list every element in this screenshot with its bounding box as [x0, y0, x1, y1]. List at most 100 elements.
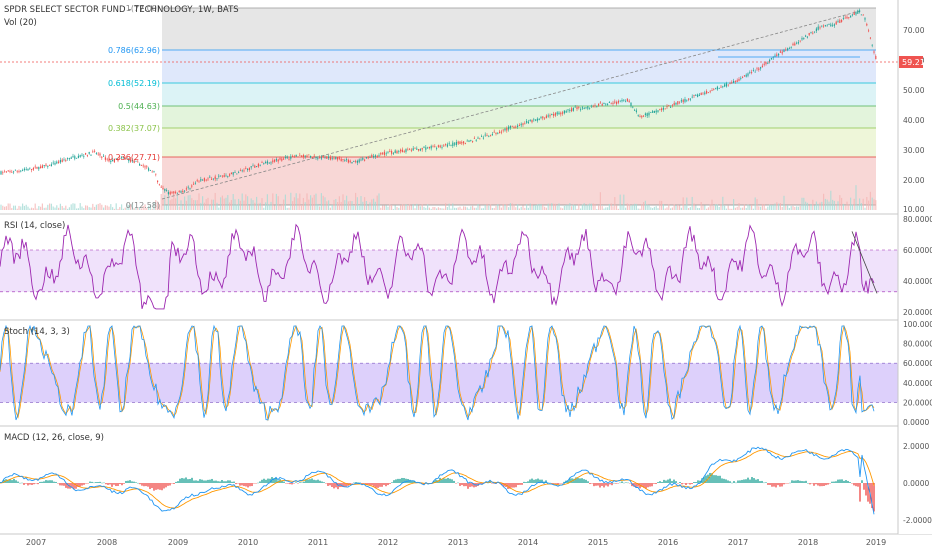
volume-bar — [625, 207, 627, 210]
volume-bar — [191, 198, 193, 210]
macd-hist-bar — [133, 481, 135, 483]
candle-body — [770, 58, 772, 60]
macd-hist-bar — [89, 481, 91, 483]
time-axis[interactable]: 2007 2008 2009 2010 2011 2012 2013 2014 2015 2016… — [26, 538, 886, 547]
volume-bar — [662, 204, 664, 210]
macd-hist-bar — [597, 483, 599, 486]
price-scale[interactable]: 70.0060.0050.0040.0030.0020.0010.0080.00… — [897, 0, 932, 534]
volume-bar — [509, 203, 511, 210]
rsi-pane[interactable]: RSI (14, close) — [0, 221, 898, 310]
candle-body — [74, 156, 76, 159]
candle-body — [297, 156, 299, 158]
volume-bar — [617, 208, 619, 210]
volume-bar — [614, 197, 616, 210]
volume-bar — [513, 204, 515, 210]
time-axis-label: 2009 — [168, 538, 188, 547]
macd-hist-bar — [849, 482, 851, 483]
macd-hist-bar — [445, 478, 447, 483]
candle-body — [868, 30, 870, 32]
volume-bar — [832, 199, 834, 210]
macd-hist-bar — [233, 481, 235, 483]
fib-level-labels: 0.786(62.96) 0.618(52.19) 0.5(44.63) 0.382(… — [108, 4, 160, 210]
candle-body — [380, 152, 382, 155]
candle-body — [234, 172, 236, 173]
volume-bar — [569, 203, 571, 210]
candle-body — [774, 55, 776, 58]
candle-body — [445, 144, 447, 145]
macd-hist-bar — [449, 478, 451, 483]
volume-bar — [266, 194, 268, 210]
macd-hist-bar — [543, 481, 545, 483]
macd-hist-bar — [723, 478, 725, 483]
macd-hist-bar — [785, 483, 787, 484]
candle-body — [85, 153, 87, 155]
volume-bar — [558, 203, 560, 210]
volume-bar — [646, 204, 648, 210]
macd-hist-bar — [813, 483, 815, 486]
candle-body — [164, 188, 166, 191]
candle-body — [148, 168, 150, 171]
candle-body — [576, 107, 578, 110]
macd-hist-bar — [363, 483, 365, 484]
candle-body — [16, 170, 18, 172]
candle-body — [691, 96, 693, 98]
candle-body — [545, 115, 547, 119]
volume-bar — [871, 197, 873, 210]
macd-hist-bar — [131, 481, 133, 483]
price-pane[interactable]: 0.786(62.96) 0.618(52.19) 0.5(44.63) 0.382(… — [0, 4, 898, 210]
volume-bar — [52, 206, 54, 210]
volume-bar — [151, 208, 153, 210]
candle-body — [657, 110, 659, 112]
volume-bar — [578, 204, 580, 210]
volume-bar — [709, 204, 711, 210]
candle-body — [547, 115, 549, 117]
volume-bar — [304, 202, 306, 210]
macd-hist-bar — [341, 483, 343, 488]
volume-bar — [407, 206, 409, 210]
volume-bar — [427, 204, 429, 210]
fib-band-0 — [162, 8, 876, 50]
pane-separators[interactable] — [0, 213, 932, 535]
candle-body — [518, 125, 520, 127]
candle-body — [106, 158, 108, 160]
macd-pane[interactable]: MACD (12, 26, close, 9) — [0, 433, 875, 515]
macd-hist-bar — [399, 478, 401, 483]
volume-bar — [758, 206, 760, 210]
price-candles[interactable] — [0, 8, 877, 196]
macd-hist-bar — [579, 478, 581, 483]
candle-body — [592, 106, 594, 108]
candle-body — [131, 159, 133, 162]
macd-hist-bar — [695, 482, 697, 483]
macd-hist-bar — [481, 483, 483, 485]
candle-body — [238, 172, 240, 174]
macd-hist-bar — [3, 479, 5, 483]
volume-bar — [837, 201, 839, 210]
volume-bar — [680, 207, 682, 210]
rsi-trend-line[interactable] — [851, 231, 878, 294]
volume-bar — [250, 198, 252, 210]
volume-bar — [443, 208, 445, 210]
volume-bar — [488, 205, 490, 210]
candle-body — [205, 179, 207, 181]
candle-body — [608, 102, 610, 103]
trend-line[interactable] — [161, 10, 861, 200]
macd-hist-bar — [381, 483, 383, 487]
macd-hist-bar — [537, 478, 539, 483]
volume-bar — [122, 208, 124, 210]
stoch-pane[interactable]: Stoch (14, 3, 3) — [0, 324, 898, 422]
macd-hist-bar — [305, 479, 307, 483]
fibonacci-retracement[interactable] — [162, 7, 876, 206]
candle-body — [578, 107, 580, 108]
macd-hist-bar — [871, 483, 873, 509]
candle-body — [216, 178, 218, 180]
volume-bar — [747, 204, 749, 210]
candle-body — [848, 17, 850, 18]
macd-hist-bar — [165, 483, 167, 488]
macd-hist-bar — [575, 477, 577, 483]
macd-hist-bar — [673, 479, 675, 483]
volume-bar — [115, 203, 117, 210]
macd-hist-bar — [175, 481, 177, 483]
candle-body — [2, 172, 4, 174]
volume-bar — [848, 204, 850, 210]
